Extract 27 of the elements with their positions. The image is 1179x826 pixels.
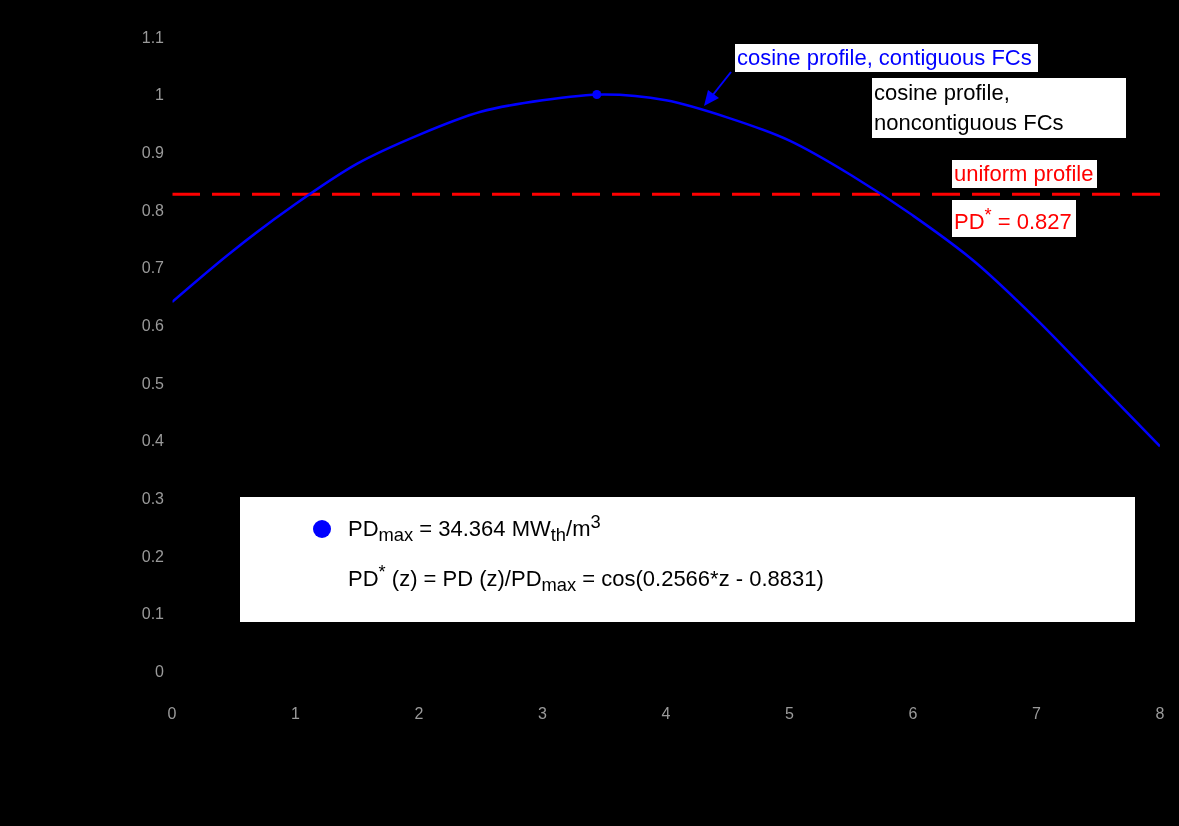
x-tick-label: 8 bbox=[1155, 705, 1165, 723]
y-tick-label: 0.5 bbox=[141, 374, 165, 392]
y-tick-label: 0 bbox=[155, 662, 165, 680]
y-tick-label: 1 bbox=[155, 86, 165, 104]
x-tick-label: 2 bbox=[414, 705, 424, 723]
y-tick-label: 0.9 bbox=[141, 143, 165, 161]
y-tick-label: 0.7 bbox=[141, 259, 165, 277]
annotation: PD$^{*}$ = 0.827 bbox=[954, 204, 1072, 235]
x-tick-label: 4 bbox=[661, 705, 671, 723]
y-tick-label: 0.6 bbox=[141, 316, 165, 334]
annotation: cosine profile, noncontiguous FCs bbox=[874, 80, 1064, 135]
y-tick-label: 1.1 bbox=[141, 28, 165, 46]
y-tick-label: 0.4 bbox=[141, 432, 165, 450]
x-tick-label: 0 bbox=[167, 705, 177, 723]
ref-line-label: uniform profile bbox=[954, 161, 1094, 186]
legend-label: PD$_{max}$ = 34.364 MW$_{th}$/m$^{3}$ bbox=[348, 511, 601, 546]
x-tick-label: 1 bbox=[291, 705, 301, 723]
text: cosine profile, contiguous FCs bbox=[737, 45, 1032, 70]
y-tick-label: 0.1 bbox=[141, 605, 165, 623]
y-tick-label: 0.3 bbox=[141, 489, 165, 507]
y-tick-label: 0.8 bbox=[141, 201, 165, 219]
x-tick-label: 5 bbox=[785, 705, 795, 723]
x-tick-label: 7 bbox=[1032, 705, 1042, 723]
annotation: PD$^{*}$ (z) = PD (z)/PD$_{max}$ = cos(0.2566*z - 0.8831) bbox=[348, 561, 824, 596]
x-tick-label: 3 bbox=[538, 705, 548, 723]
x-tick-label: 6 bbox=[908, 705, 918, 723]
y-tick-label: 0.2 bbox=[141, 547, 165, 565]
